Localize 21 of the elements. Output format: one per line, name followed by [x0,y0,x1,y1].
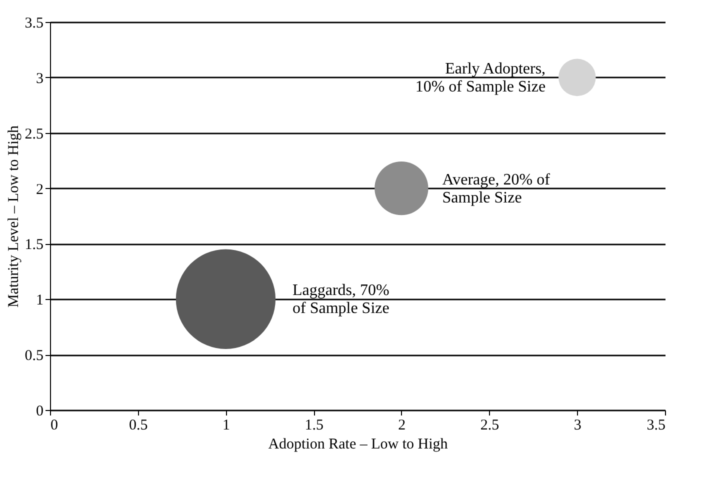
y-tick-label: 0.5 [24,348,44,364]
x-axis-title: Adoption Rate – Low to High [268,436,448,452]
y-tick-label: 2 [36,182,44,198]
y-tick-label: 0 [36,404,44,420]
x-tick-label: 0 [50,418,58,434]
x-tick-label: 0.5 [128,418,148,434]
y-tick-label: 1.5 [24,237,44,254]
x-tick-label: 2 [398,418,406,434]
y-tick-label: 1 [36,292,44,309]
x-tick-label: 1.5 [304,418,324,434]
x-tick-label: 3.5 [646,418,666,434]
x-tick-label: 1 [222,418,230,434]
x-tick-label: 3 [574,418,582,434]
annotation: Laggards, 70% of Sample Size [292,282,390,318]
y-tick-label: 2.5 [24,126,44,142]
y-tick-label: 3.5 [24,16,44,32]
annotation: Early Adopters, 10% of Sample Size [415,60,546,96]
y-axis-title: Maturity Level – Low to High [6,124,22,308]
y-tick-label: 3 [36,70,44,87]
x-tick-label: 2.5 [480,418,500,434]
annotation: Average, 20% of Sample Size [442,171,551,206]
